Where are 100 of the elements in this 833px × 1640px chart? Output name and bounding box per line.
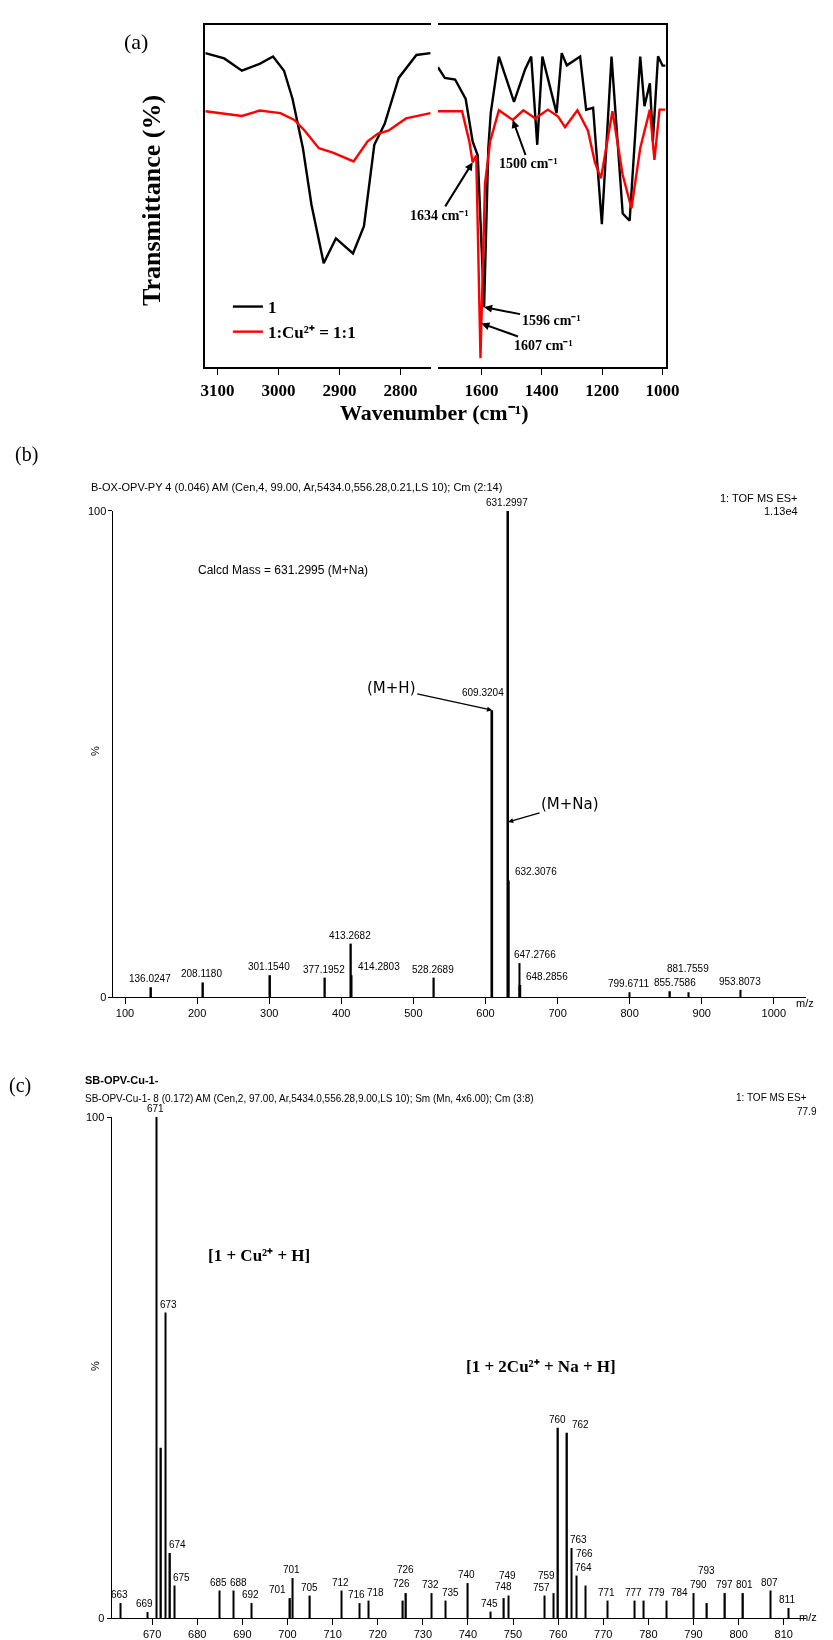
annotation: 777 [625,1587,643,1598]
x-tick-label: 720 [368,1628,387,1640]
annotation: 648.2856 [526,971,569,982]
annotation: 701 [283,1564,301,1575]
text: 1: TOF MS ES+ [720,492,798,504]
annotation: 757 [533,1582,551,1593]
annotation: 528.2689 [412,964,455,975]
annotation: [1 + Cu²⁺ + H] [208,1246,311,1265]
x-tick-label: 670 [142,1628,162,1640]
annotation: 631.2997 [486,497,529,508]
annotation: (M+H) [367,679,416,697]
annotation: 735 [442,1587,460,1598]
legend-label: 1 [267,298,277,318]
x-tick-label: 700 [548,1007,567,1020]
y-tick-label: 0 [98,1611,105,1624]
annotation: 692 [242,1589,260,1600]
annotation: 807 [761,1577,779,1588]
text: 1: TOF MS ES+ [736,1092,807,1103]
annotation: 745 [481,1598,499,1609]
annotation: 208.1180 [181,968,223,979]
annotation: 675 [173,1572,191,1583]
annotation: 953.8073 [719,976,762,987]
x-axis-title: m/z [796,997,814,1009]
x-tick-label: 300 [260,1007,279,1020]
x-tick-label: 500 [404,1007,423,1020]
x-tick-label: 3000 [261,380,296,400]
annotation: Calcd Mass = 631.2995 (M+Na) [198,563,369,577]
annotation: 1500 cm⁻¹ [499,156,558,171]
x-tick-label: 750 [503,1628,523,1640]
annotation: 801 [736,1579,754,1590]
annotation: 855.7586 [654,977,697,988]
annotation: 771 [598,1587,616,1598]
chart-subtitle: B-OX-OPV-PY 4 (0.046) AM (Cen,4, 99.00, Ar,5434.0,556.28,0.21,LS 10); Cm (2:14) [91,481,503,493]
annotation: 760 [549,1414,567,1425]
x-tick-label: 100 [115,1007,135,1020]
x-axis-title: Wavenumber (cm⁻¹) [340,400,529,425]
text: SB-OPV-Cu-1- 8 (0.172) AM (Cen,2, 97.00, Ar,5434.0,556.28,9.00,LS 10); Sm (Mn, 4x6.00); Cm (3:8) [85,1093,534,1104]
annotation: 797 [716,1579,734,1590]
x-tick-label: 760 [548,1628,568,1640]
annotation: 674 [169,1539,187,1550]
annotation: 136.0247 [129,973,172,984]
annotation: 688 [230,1577,248,1588]
x-axis-title: m/z [799,1611,817,1623]
annotation: 726 [397,1564,415,1575]
annotation: 793 [698,1565,716,1576]
annotation: 779 [648,1587,666,1598]
annotation: 1.13e4 [764,505,798,517]
x-tick-label: 810 [774,1628,793,1640]
annotation: 673 [160,1299,178,1310]
annotation: 811 [779,1594,796,1605]
annotation: 764 [575,1562,593,1573]
annotation: 732 [422,1579,440,1590]
chart-title: (b) [15,443,39,466]
annotation: 663 [111,1589,129,1600]
x-tick-label: 1000 [761,1007,787,1020]
x-tick-label: 800 [729,1628,748,1640]
x-tick-label: 740 [458,1628,478,1640]
annotation: 671 [147,1103,165,1114]
y-axis-title: Transmittance (%) [137,94,167,307]
x-tick-label: 790 [684,1628,703,1640]
legend-label: 1:Cu²⁺ = 1:1 [267,323,356,343]
x-tick-label: 600 [476,1007,495,1020]
annotation: 647.2766 [514,949,557,960]
x-tick-label: 690 [233,1628,252,1640]
annotation: 701 [269,1584,287,1595]
annotation: 377.1952 [303,964,346,975]
x-tick-label: 2800 [383,380,418,400]
y-tick-label: 100 [85,1110,105,1123]
annotation: 740 [458,1569,476,1580]
annotation: 718 [367,1587,385,1598]
annotation: 749 [499,1570,517,1581]
annotation: 609.3204 [462,687,505,698]
x-tick-label: 1600 [464,380,499,400]
annotation: 712 [332,1577,350,1588]
annotation: 1596 cm⁻¹ [522,313,581,328]
x-tick-label: 780 [639,1628,658,1640]
chart-title: (c) [9,1074,32,1097]
x-tick-label: 710 [323,1628,342,1640]
x-tick-label: 900 [692,1007,711,1020]
annotation: 685 [210,1577,228,1588]
x-tick-label: 2900 [322,380,357,400]
x-tick-label: 1400 [524,380,559,400]
x-tick-label: 680 [188,1628,207,1640]
y-axis-title: % [88,745,101,756]
x-tick-label: 800 [620,1007,639,1020]
x-tick-label: 400 [332,1007,351,1020]
annotation: 766 [576,1548,594,1559]
annotation: 790 [690,1579,708,1590]
x-tick-label: 1200 [585,380,620,400]
x-tick-label: 1000 [645,380,680,400]
annotation: [1 + 2Cu²⁺ + Na + H] [466,1357,616,1376]
x-tick-label: 770 [594,1628,613,1640]
annotation: 784 [671,1587,689,1598]
x-tick-label: 3100 [200,380,235,400]
y-tick-label: 100 [87,504,107,517]
annotation: 763 [570,1534,588,1545]
annotation: 748 [495,1581,513,1592]
annotation: 301.1540 [248,961,291,972]
chart-title: (a) [124,29,149,54]
annotation: 716 [348,1589,366,1600]
